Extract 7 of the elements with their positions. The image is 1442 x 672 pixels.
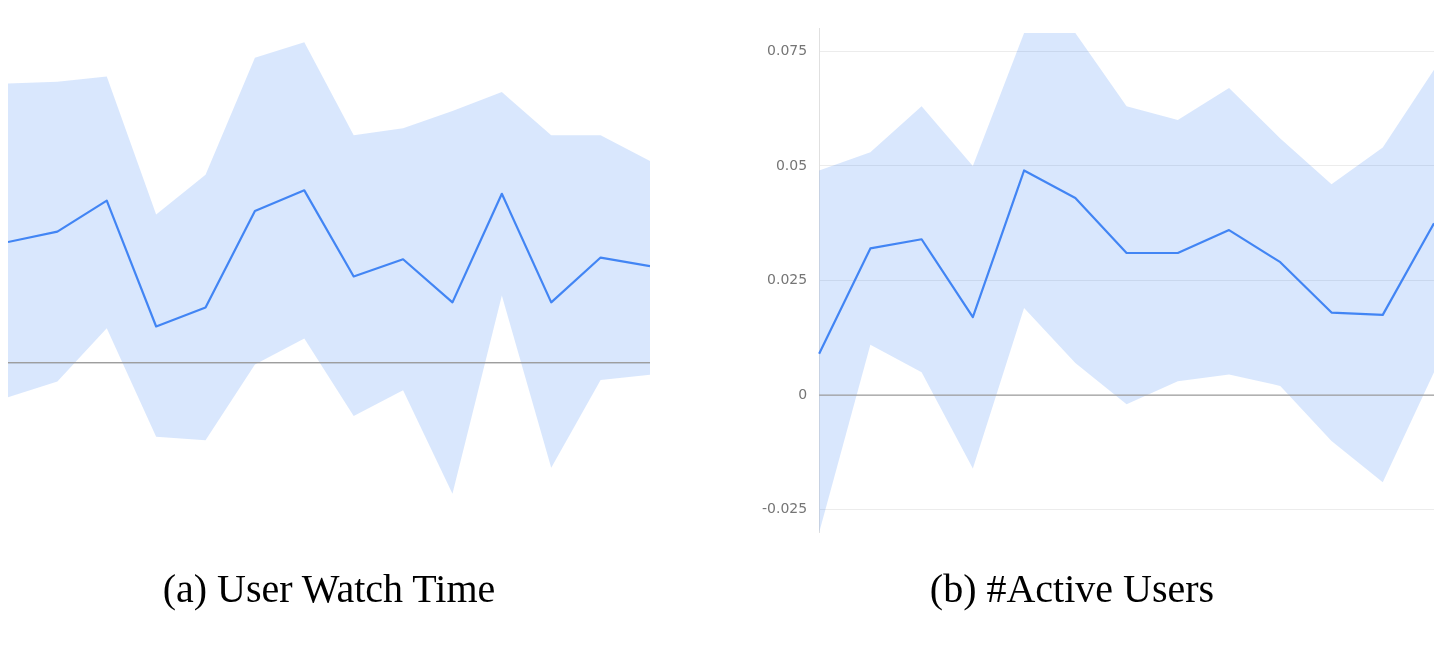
y-tick-label: 0.075 (767, 41, 808, 58)
y-tick-label: 0.05 (775, 156, 808, 173)
x-axis-title: (b) #Active Users (929, 565, 1215, 612)
y-tick-label: 0.025 (767, 271, 808, 288)
y-tick-label: -0.025 (761, 500, 808, 517)
x-axis-title: (a) User Watch Time (162, 565, 496, 612)
y-tick-label: 0 (798, 385, 808, 402)
